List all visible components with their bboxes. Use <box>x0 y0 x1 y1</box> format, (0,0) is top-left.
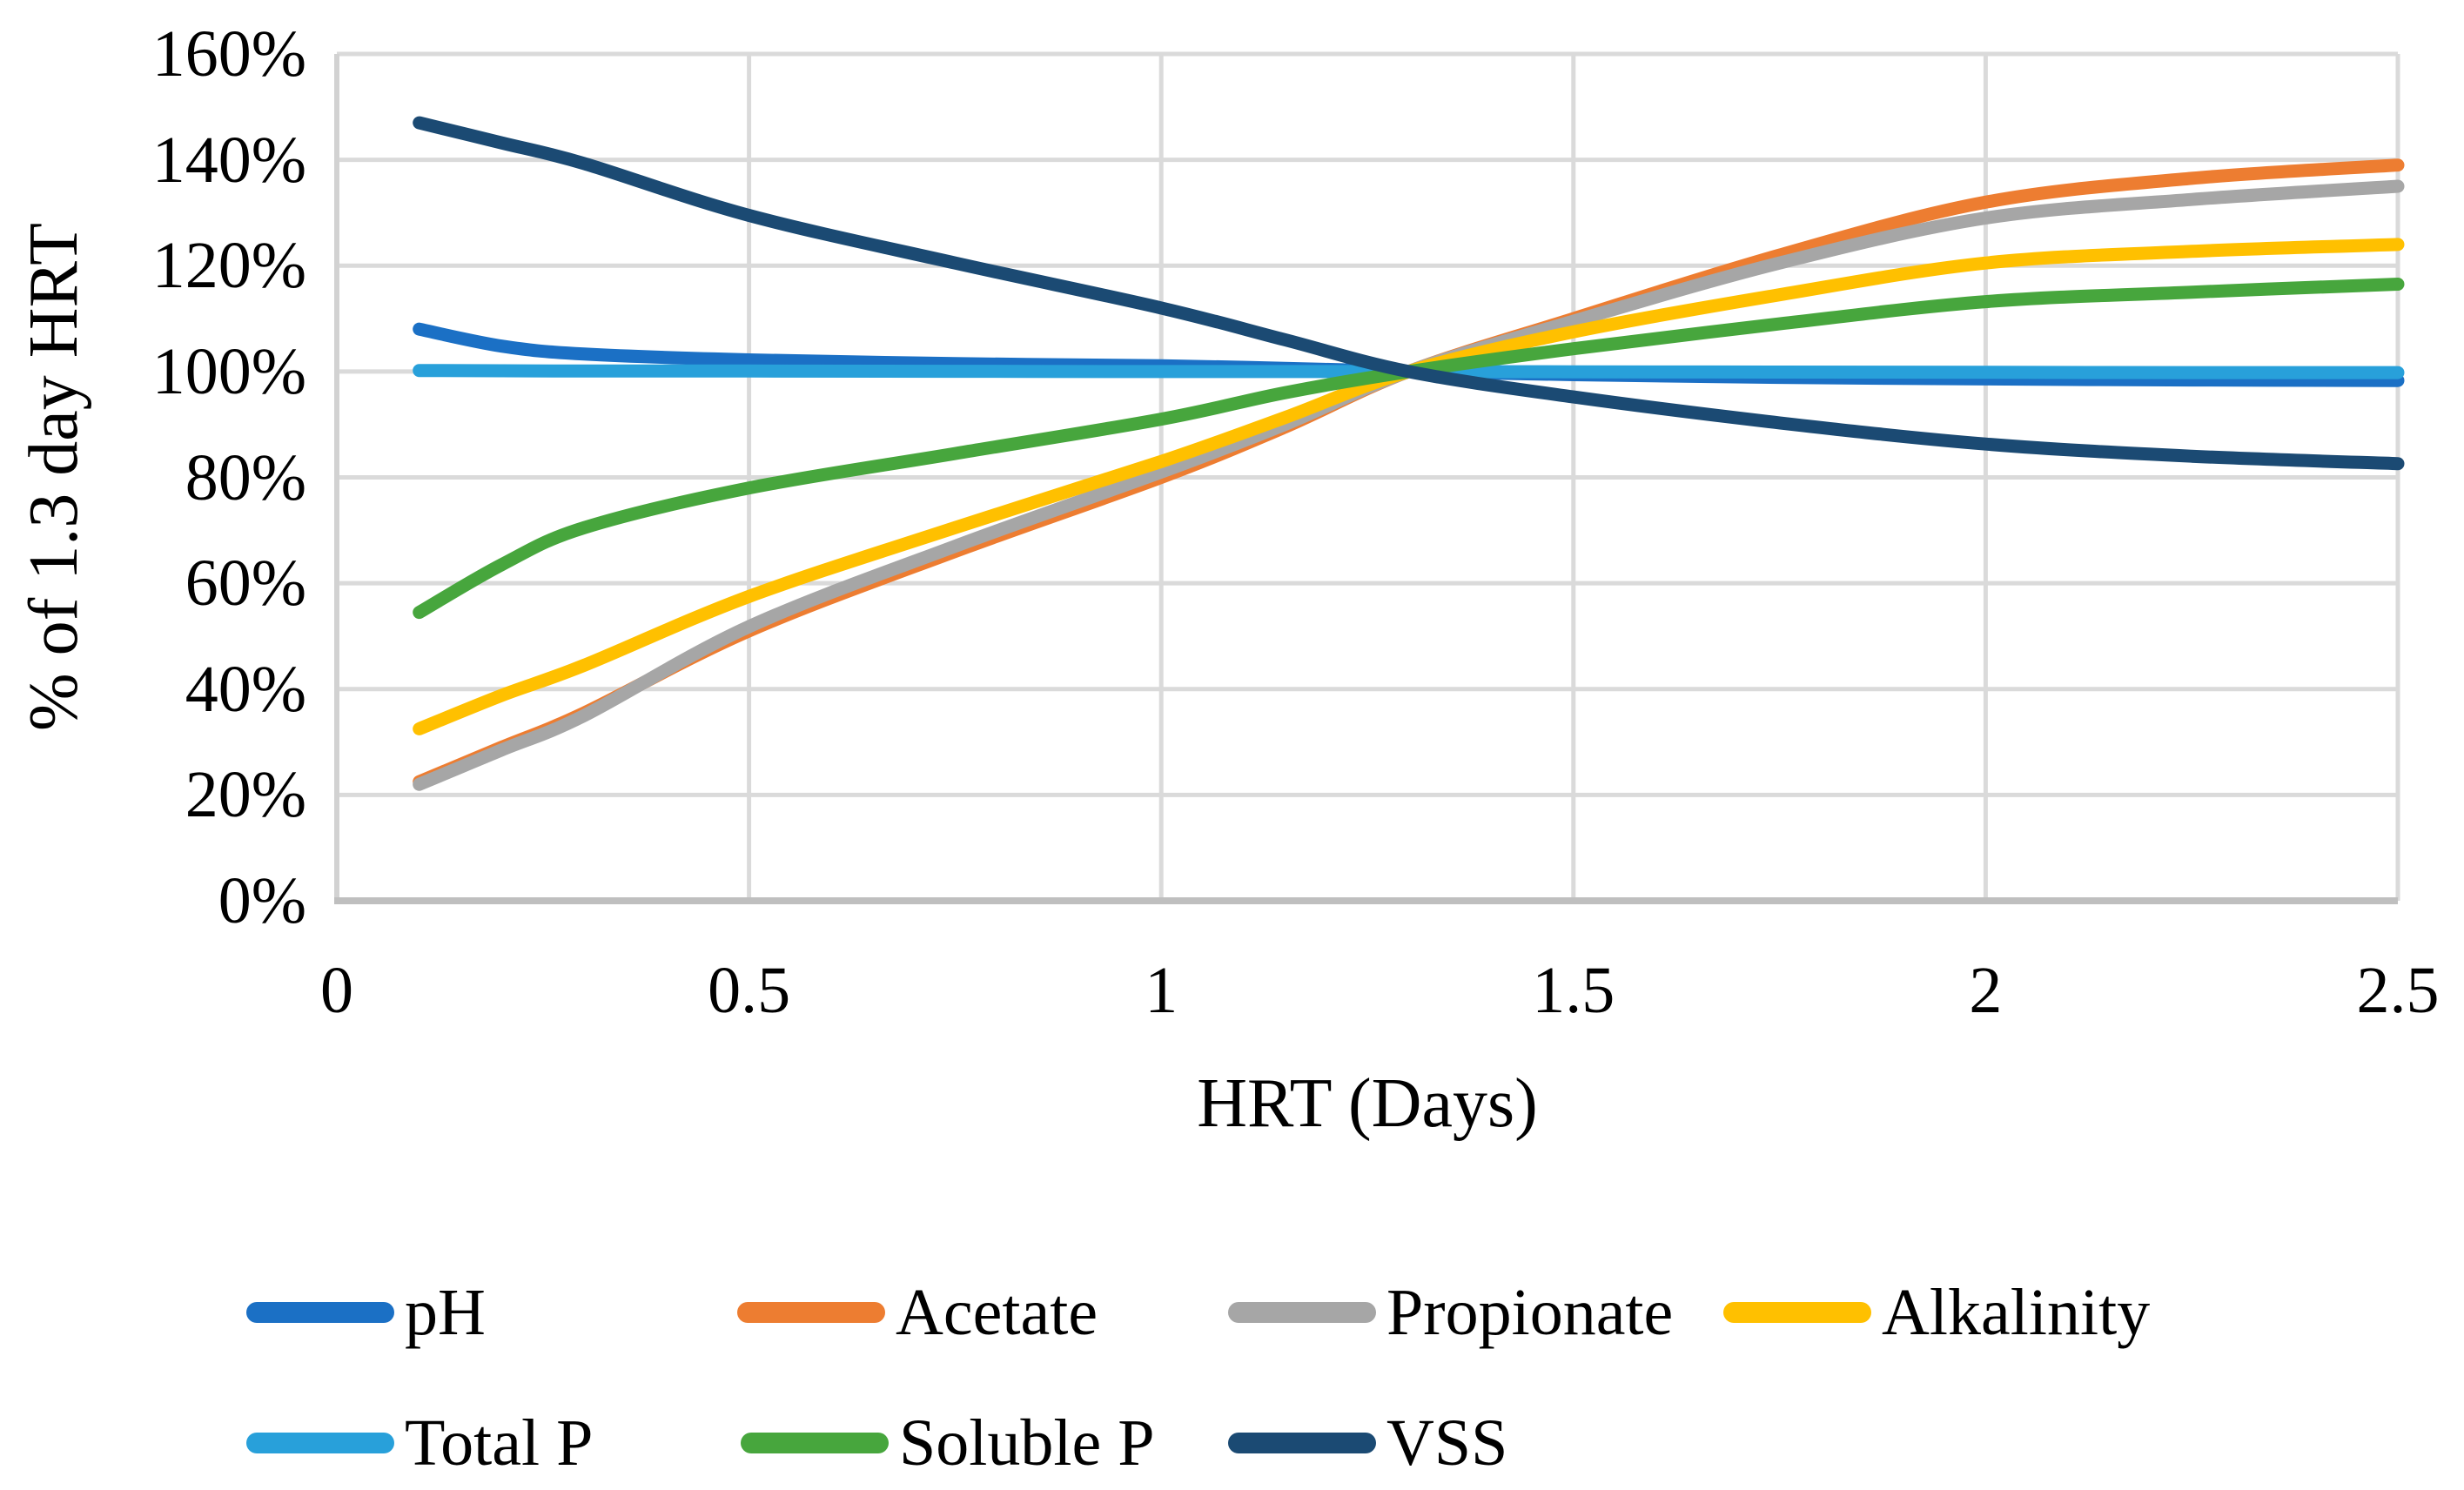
y-tick-label: 60% <box>185 547 306 621</box>
x-tick-label: 0.5 <box>708 954 791 1027</box>
series-line-vss <box>413 116 2405 471</box>
legend-label: Soluble P <box>899 1406 1155 1480</box>
legend-label: Total P <box>405 1406 594 1480</box>
legend-label: Acetate <box>896 1276 1098 1349</box>
x-tick-label: 1 <box>1145 954 1178 1027</box>
legend-label: Propionate <box>1386 1276 1674 1349</box>
legend-label: pH <box>405 1276 486 1349</box>
legend-swatch-propionate <box>1228 1302 1376 1323</box>
x-tick-label: 2 <box>1969 954 2003 1027</box>
legend-swatch-vss <box>1228 1433 1376 1453</box>
y-axis-title: % of 1.3 day HRT <box>16 223 92 731</box>
legend-item-alkalinity: Alkalinity <box>1723 1273 2150 1352</box>
y-tick-label: 0% <box>218 864 306 937</box>
legend-item-propionate: Propionate <box>1228 1273 1673 1352</box>
y-tick-label: 80% <box>185 440 306 514</box>
series-line-soluble-p <box>413 278 2405 620</box>
series-line-alkalinity <box>413 238 2405 735</box>
legend-item-acetate: Acetate <box>737 1273 1098 1352</box>
x-tick-label: 1.5 <box>1532 954 1615 1027</box>
legend-swatch-total-p <box>246 1433 394 1453</box>
legend-swatch-ph <box>246 1302 394 1323</box>
y-tick-label: 120% <box>151 229 306 303</box>
y-tick-label: 140% <box>151 123 306 197</box>
legend-swatch-acetate <box>737 1302 885 1323</box>
legend-swatch-soluble-p <box>741 1433 889 1453</box>
legend-swatch-alkalinity <box>1723 1302 1871 1323</box>
y-tick-label: 40% <box>185 652 306 726</box>
x-tick-label: 0 <box>320 954 353 1027</box>
series-line-total-p <box>413 364 2405 379</box>
x-tick-label: 2.5 <box>2356 954 2440 1027</box>
legend-label: Alkalinity <box>1882 1276 2151 1349</box>
y-tick-label: 100% <box>151 334 306 408</box>
legend-item-total-p: Total P <box>246 1404 593 1482</box>
legend-label: VSS <box>1386 1406 1508 1480</box>
y-tick-label: 20% <box>185 758 306 832</box>
legend-item-soluble-p: Soluble P <box>741 1404 1155 1482</box>
legend-item-ph: pH <box>246 1273 486 1352</box>
legend-item-vss: VSS <box>1228 1404 1507 1482</box>
y-tick-label: 160% <box>151 17 306 91</box>
series-line-propionate <box>413 179 2405 791</box>
x-axis-title: HRT (Days) <box>1197 1065 1538 1142</box>
